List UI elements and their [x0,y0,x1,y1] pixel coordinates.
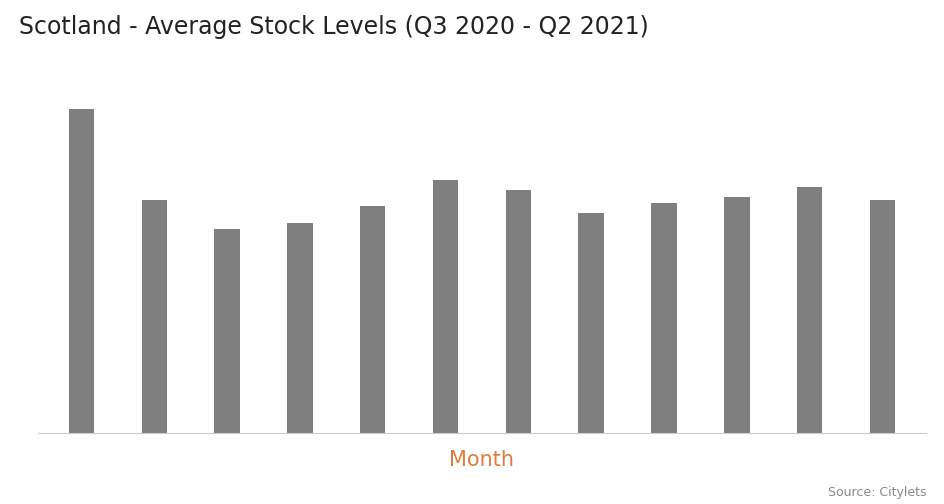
Text: Scotland - Average Stock Levels (Q3 2020 - Q2 2021): Scotland - Average Stock Levels (Q3 2020… [19,15,648,39]
Bar [578,213,603,433]
Bar [650,203,676,433]
Bar [723,197,749,433]
Bar [505,190,531,433]
Bar [360,207,385,433]
Bar [868,200,894,433]
Bar [142,200,167,433]
Bar [214,229,240,433]
Text: Source: Citylets: Source: Citylets [827,486,925,499]
X-axis label: Month: Month [449,450,514,470]
Bar [287,223,312,433]
Bar [432,180,458,433]
Bar [796,187,821,433]
Bar [69,109,94,433]
